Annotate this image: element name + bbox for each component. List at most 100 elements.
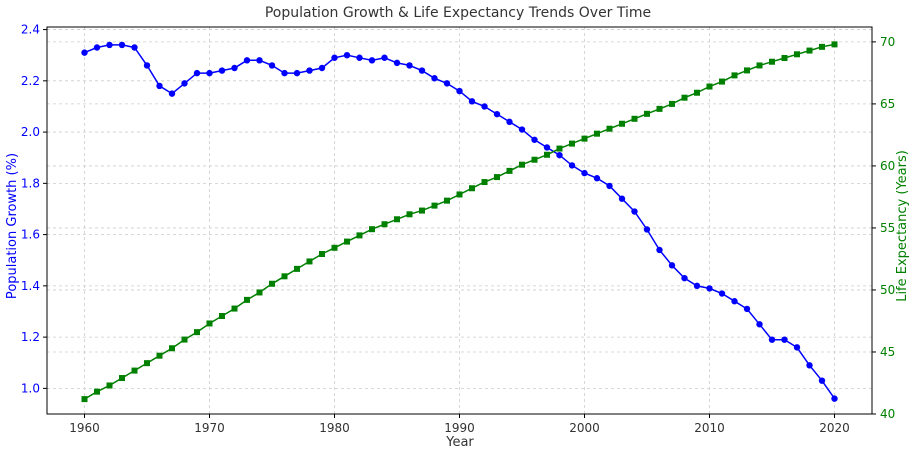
y-right-tick-label: 55 [880,221,895,235]
data-point [406,62,413,69]
data-point [731,72,738,79]
x-tick-label: 1960 [69,421,100,435]
data-point [106,382,113,389]
data-point [669,100,675,107]
data-point [194,329,200,336]
data-point [243,57,251,64]
data-point [719,78,725,85]
series-population-growth [81,41,838,402]
data-point [681,94,688,101]
data-point [693,282,701,290]
data-point [131,367,138,374]
left-axis-ticks: 1.0 1.2 1.4 1.6 1.8 2.0 2.2 2.4 [21,23,47,395]
series-layer [81,41,838,403]
y-right-tick-label: 65 [880,97,895,111]
data-point [331,54,338,61]
data-point [556,145,563,152]
data-point [581,135,588,142]
data-point [343,51,351,59]
y-left-tick-label: 2.4 [21,23,40,37]
data-point [469,185,475,192]
data-point [231,305,238,312]
data-point [593,175,601,182]
data-point [169,345,175,352]
data-point [806,362,813,369]
data-point [531,136,538,143]
data-point [256,57,263,64]
grid [47,27,872,415]
data-point [319,250,325,257]
data-point [506,167,513,174]
data-point [631,115,638,122]
x-axis-ticks: 1960 1970 1980 1990 2000 2010 2020 [69,414,850,435]
x-tick-label: 2020 [819,421,850,435]
data-point [681,274,688,282]
data-point [606,182,613,190]
data-point [156,352,163,359]
data-point [394,216,400,223]
data-point [744,67,750,74]
data-point [231,64,238,72]
data-point [656,105,663,112]
data-point [156,82,163,90]
y-axis-left-label: Population Growth (%) [5,153,20,299]
data-point [168,90,176,97]
y-left-tick-label: 1.2 [21,330,40,344]
data-point [618,195,626,202]
data-point [106,41,113,49]
data-point [769,58,775,65]
data-point [393,59,401,67]
data-point [494,174,500,181]
data-point [81,396,88,403]
data-point [268,62,276,69]
data-point [431,75,438,82]
data-point [281,69,288,77]
data-point [206,320,213,327]
data-point [443,80,451,87]
y-right-tick-label: 40 [880,407,895,421]
data-point [444,197,450,204]
data-point [768,336,776,343]
y-left-tick-label: 2.0 [21,125,40,139]
data-point [568,162,576,169]
data-point [119,375,125,382]
data-point [244,296,250,303]
data-point [94,388,100,395]
data-point [293,69,301,77]
data-point [193,69,201,77]
data-point [619,120,625,127]
y-left-tick-label: 1.8 [21,176,40,190]
data-point [743,305,751,313]
data-point [431,202,438,209]
data-point [481,179,488,186]
right-axis-ticks: 40 45 50 55 60 65 70 [872,35,895,421]
data-point [93,44,101,51]
x-tick-label: 2000 [569,421,600,435]
data-point [731,298,738,305]
data-point [831,395,838,402]
data-point [356,54,363,61]
data-point [581,169,588,177]
data-point [218,67,226,74]
data-point [793,344,801,351]
data-point [781,55,788,62]
data-point [181,336,188,343]
data-point [294,265,300,272]
x-axis-label: Year [445,435,474,450]
data-point [344,238,350,245]
data-point [418,67,426,74]
data-point [356,232,363,239]
data-point [594,130,600,137]
y-left-tick-label: 1.4 [21,279,40,293]
data-point [381,54,388,61]
data-point [756,321,763,328]
data-point [118,41,126,49]
data-point [468,98,476,105]
data-point [569,140,575,147]
data-point [281,273,288,280]
data-point [831,41,838,48]
data-point [518,126,526,133]
data-point [806,47,813,54]
data-point [818,377,826,384]
